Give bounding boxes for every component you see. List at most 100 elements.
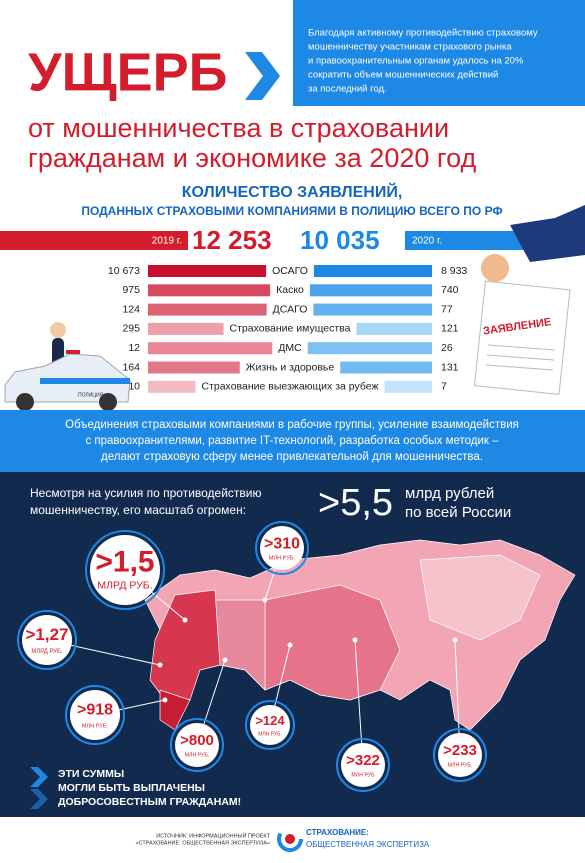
subtitle: от мошенничества в страховании bbox=[28, 113, 449, 143]
bar-2019 bbox=[148, 284, 271, 297]
value-2019: 975 bbox=[122, 284, 140, 296]
callout-chevrons bbox=[30, 767, 48, 809]
bubble bbox=[22, 615, 72, 665]
connector-dot bbox=[452, 637, 458, 643]
region-unit: МЛН РУБ. bbox=[448, 762, 473, 768]
measures-band bbox=[0, 410, 585, 472]
region-amount: >800 bbox=[180, 732, 214, 749]
category: Жизнь и здоровье bbox=[246, 361, 335, 373]
note: Благодаря активному противодействию стра… bbox=[308, 28, 538, 95]
total-2020: 10 035 bbox=[300, 225, 380, 255]
bar-2019 bbox=[148, 380, 196, 393]
region-unit: МЛН РУБ. bbox=[185, 752, 210, 758]
subtitle: гражданам и экономике за 2020 год bbox=[28, 143, 477, 173]
bar-2019 bbox=[148, 342, 273, 355]
bubble-ring bbox=[255, 521, 309, 575]
value-2020: 131 bbox=[441, 361, 459, 373]
measures-line: с правоохранителями, развитие IT-техноло… bbox=[85, 435, 499, 447]
category: Страхование имущества bbox=[230, 323, 351, 335]
bar-2019 bbox=[148, 303, 267, 316]
region-unit: МЛРД РУБ. bbox=[31, 649, 63, 655]
bar-2020 bbox=[313, 265, 432, 277]
value-2020: 8 933 bbox=[441, 265, 467, 277]
connector-dot bbox=[162, 697, 168, 703]
bar-2020 bbox=[307, 342, 432, 355]
region-unit: МЛН РУБ. bbox=[258, 731, 282, 737]
connector-dot bbox=[287, 642, 293, 648]
source: «СТРАХОВАНИЕ: ОБЩЕСТВЕННАЯ ЭКСПЕРТИЗА» bbox=[135, 840, 270, 846]
bubble-ring bbox=[17, 610, 77, 670]
bar-2020 bbox=[340, 361, 432, 374]
band-2019 bbox=[0, 231, 188, 250]
region-unit: МЛРД РУБ. bbox=[97, 580, 152, 592]
region-amount: >1,27 bbox=[25, 625, 68, 644]
car-label: ПОЛИЦИЯ bbox=[78, 392, 104, 398]
category: ДСАГО bbox=[273, 303, 308, 315]
category: ОСАГО bbox=[272, 265, 308, 277]
region-unit: МЛН РУБ. bbox=[269, 555, 296, 561]
bar-2019 bbox=[148, 265, 267, 277]
bar-2020 bbox=[313, 303, 432, 316]
measures-line: Объединения страховыми компаниями в рабо… bbox=[65, 419, 519, 431]
region-amount: >310 bbox=[264, 535, 300, 552]
year-label: 2019 г. bbox=[152, 236, 182, 247]
note-line: сократить объем мошеннических действий bbox=[308, 70, 498, 81]
total-2019: 12 253 bbox=[192, 225, 272, 255]
note-line: мошенничеству участникам страхового рынк… bbox=[308, 42, 512, 53]
russia-map bbox=[144, 539, 576, 731]
value-2019: 164 bbox=[122, 361, 140, 373]
value-2019: 12 bbox=[128, 342, 140, 354]
bubble-ring bbox=[245, 700, 295, 750]
form-illustration: ЗАЯВЛЕНИЕ bbox=[473, 205, 585, 395]
bubble-ring bbox=[433, 728, 487, 782]
connector-dot bbox=[262, 597, 268, 603]
title: УЩЕРБ bbox=[28, 42, 227, 102]
bubble bbox=[90, 535, 160, 605]
claims-title: КОЛИЧЕСТВО ЗАЯВЛЕНИЙ, bbox=[182, 182, 403, 201]
scale-unit: по всей России bbox=[405, 504, 511, 521]
bubble-ring bbox=[85, 530, 165, 610]
bubble bbox=[260, 526, 304, 570]
bubble-ring bbox=[65, 685, 125, 745]
category: Каско bbox=[276, 284, 304, 296]
callout-line: ДОБРОСОВЕСТНЫМ ГРАЖДАНАМ! bbox=[58, 796, 241, 808]
region-amount: >322 bbox=[346, 752, 380, 769]
value-2019: 10 bbox=[128, 381, 140, 393]
police-illustration: ПОЛИЦИЯ bbox=[4, 322, 131, 411]
note-line: Благодаря активному противодействию стра… bbox=[308, 28, 538, 39]
value-2020: 77 bbox=[441, 303, 453, 315]
bubble bbox=[438, 733, 482, 777]
region-unit: МЛН РУБ. bbox=[82, 724, 109, 730]
callout-line: ЭТИ СУММЫ bbox=[58, 768, 124, 780]
value-2020: 121 bbox=[441, 323, 459, 335]
connector-dot bbox=[222, 657, 228, 663]
bar-2020 bbox=[384, 380, 432, 393]
note-box bbox=[293, 0, 585, 106]
claims-title: ПОДАННЫХ СТРАХОВЫМИ КОМПАНИЯМИ В ПОЛИЦИЮ… bbox=[81, 204, 502, 218]
bar-2020 bbox=[356, 322, 432, 335]
logo-text: ОБЩЕСТВЕННАЯ ЭКСПЕРТИЗА bbox=[306, 840, 430, 849]
claims-rows: ОСАГО 10 673 8 933 Каско 975 740 ДСАГО 124 77 Стр… bbox=[108, 265, 467, 393]
value-2019: 295 bbox=[122, 323, 140, 335]
bubble bbox=[70, 690, 120, 740]
year-label: 2020 г. bbox=[412, 236, 442, 247]
measures-line: делают страховую сферу менее привлекател… bbox=[101, 451, 483, 463]
bar-2019 bbox=[148, 361, 240, 374]
category: ДМС bbox=[278, 342, 302, 354]
logo-text: СТРАХОВАНИЕ: bbox=[306, 828, 369, 837]
logo bbox=[285, 834, 295, 844]
bubble-ring bbox=[336, 738, 390, 792]
bubble bbox=[250, 705, 290, 745]
source: ИСТОЧНИК: ИНФОРМАЦИОННЫЙ ПРОЕКТ bbox=[156, 831, 270, 839]
logo bbox=[277, 826, 303, 852]
category: Страхование выезжающих за рубеж bbox=[201, 381, 378, 393]
region-amount: >1,5 bbox=[95, 546, 154, 579]
bubble-ring bbox=[170, 718, 224, 772]
bar-2019 bbox=[148, 322, 224, 335]
value-2020: 740 bbox=[441, 284, 459, 296]
bubble bbox=[341, 743, 385, 787]
scale-text: Несмотря на усилия по противодействию bbox=[30, 486, 262, 500]
